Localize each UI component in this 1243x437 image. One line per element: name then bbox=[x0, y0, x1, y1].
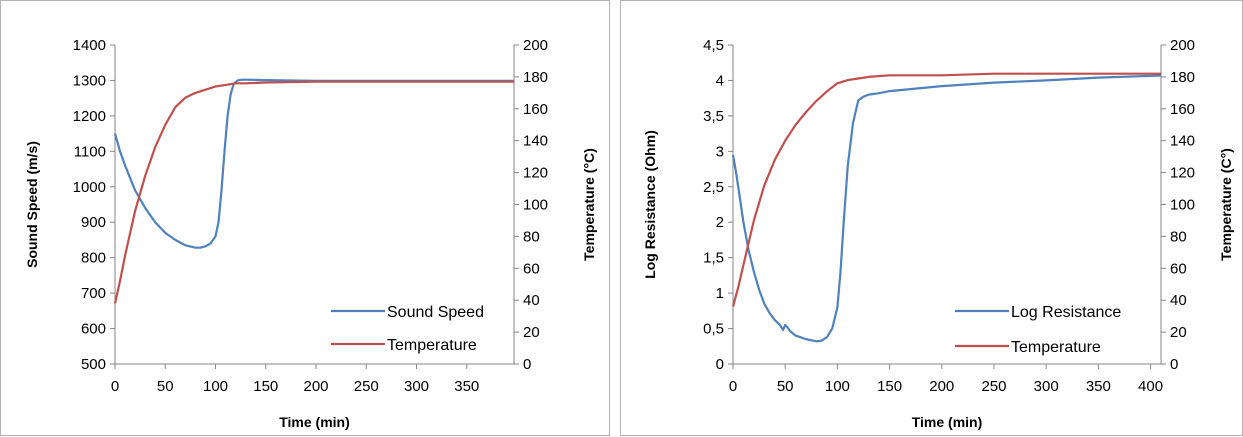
x-tick-label: 50 bbox=[777, 378, 794, 395]
x-tick-label: 100 bbox=[203, 378, 228, 395]
y2-tick-label: 180 bbox=[523, 69, 548, 86]
y2-tick-label: 80 bbox=[523, 228, 540, 245]
legend-label: Sound Speed bbox=[387, 304, 484, 321]
y2-tick-label: 160 bbox=[523, 101, 548, 118]
x-axis-title: Time (min) bbox=[279, 414, 350, 430]
y-tick-label: 1 bbox=[716, 285, 724, 302]
y-tick-label: 1300 bbox=[73, 72, 106, 89]
y-tick-label: 0 bbox=[716, 356, 724, 373]
y2-tick-label: 40 bbox=[523, 292, 540, 309]
y2-tick-label: 120 bbox=[1170, 165, 1195, 182]
x-tick-label: 400 bbox=[1138, 378, 1163, 395]
y-tick-label: 0,5 bbox=[703, 321, 724, 338]
x-tick-label: 300 bbox=[1034, 378, 1059, 395]
y-tick-label: 1200 bbox=[73, 108, 106, 125]
legend-label: Temperature bbox=[1011, 339, 1101, 356]
x-tick-label: 350 bbox=[454, 378, 479, 395]
x-tick-label: 350 bbox=[1086, 378, 1111, 395]
y-tick-label: 600 bbox=[81, 321, 106, 338]
x-tick-label: 0 bbox=[729, 378, 737, 395]
y-tick-label: 3,5 bbox=[703, 108, 724, 125]
y-tick-label: 3 bbox=[716, 143, 724, 160]
x-tick-label: 100 bbox=[825, 378, 850, 395]
x-axis-title: Time (min) bbox=[912, 414, 983, 430]
log-resistance-chart: 0 0,5 1 1,5 2 2,5 3 3,5 4 4,5 0 20 40 60 80 100 120 140 16… bbox=[642, 37, 1234, 430]
x-tick-label: 150 bbox=[877, 378, 902, 395]
x-tick-label: 300 bbox=[404, 378, 429, 395]
y2-tick-label: 0 bbox=[1170, 356, 1178, 373]
y-axis-title: Log Resistance (Ohm) bbox=[642, 130, 658, 279]
y2-tick-label: 20 bbox=[523, 324, 540, 341]
chart-panel-log-resistance: 0 0,5 1 1,5 2 2,5 3 3,5 4 4,5 0 20 40 60 80 100 120 140 16… bbox=[620, 0, 1243, 436]
y2-tick-label: 100 bbox=[1170, 197, 1195, 214]
y-tick-label: 1,5 bbox=[703, 250, 724, 267]
x-tick-label: 50 bbox=[157, 378, 174, 395]
y-tick-label: 1100 bbox=[74, 143, 106, 160]
x-tick-label: 150 bbox=[253, 378, 278, 395]
y2-tick-label: 140 bbox=[523, 133, 548, 150]
y-tick-label: 800 bbox=[81, 250, 106, 267]
y2-axis-title: Temperature (C°) bbox=[1218, 148, 1234, 261]
series-line-sound-speed bbox=[113, 78, 514, 249]
x-tick-label: 0 bbox=[111, 378, 119, 395]
series-line-temperature bbox=[113, 80, 514, 304]
y2-tick-label: 20 bbox=[1170, 324, 1187, 341]
y2-tick-label: 200 bbox=[1170, 37, 1195, 54]
x-tick-label: 200 bbox=[929, 378, 954, 395]
y-tick-label: 4,5 bbox=[703, 37, 724, 54]
y2-tick-label: 120 bbox=[523, 165, 548, 182]
y-tick-label: 2 bbox=[716, 214, 724, 231]
y2-tick-label: 180 bbox=[1170, 69, 1195, 86]
x-tick-label: 250 bbox=[981, 378, 1006, 395]
y-axis-title: Sound Speed (m/s) bbox=[24, 141, 40, 268]
y2-tick-label: 40 bbox=[1170, 292, 1187, 309]
y-tick-label: 700 bbox=[81, 285, 106, 302]
chart-panel-sound-speed: 500 600 700 800 900 1000 1100 1200 1300 1400 0 20 40… bbox=[0, 0, 610, 436]
sound-speed-chart: 5006007008009001000110012001300140002040… bbox=[24, 37, 597, 430]
y2-tick-label: 200 bbox=[523, 37, 548, 54]
y-tick-label: 1400 bbox=[73, 37, 106, 54]
y2-tick-label: 160 bbox=[1170, 101, 1195, 118]
y2-tick-label: 60 bbox=[523, 260, 540, 277]
y-tick-label: 4 bbox=[716, 72, 724, 89]
y-tick-label: 900 bbox=[81, 214, 106, 231]
x-tick-label: 250 bbox=[354, 378, 379, 395]
series-line-temperature bbox=[731, 72, 1161, 307]
y2-tick-label: 100 bbox=[523, 197, 548, 214]
legend-label: Log Resistance bbox=[1011, 304, 1121, 321]
legend-label: Temperature bbox=[387, 337, 477, 354]
y2-tick-label: 80 bbox=[1170, 228, 1187, 245]
y2-tick-label: 140 bbox=[1170, 133, 1195, 150]
y2-tick-label: 0 bbox=[523, 356, 531, 373]
series-line-log-resistance bbox=[731, 74, 1162, 343]
y2-axis-title: Temperature (°C) bbox=[581, 148, 597, 261]
y2-tick-label: 60 bbox=[1170, 260, 1187, 277]
x-tick-label: 200 bbox=[303, 378, 328, 395]
y-tick-label: 1000 bbox=[73, 179, 106, 196]
y-tick-label: 2,5 bbox=[703, 179, 724, 196]
y-tick-label: 500 bbox=[81, 356, 106, 373]
